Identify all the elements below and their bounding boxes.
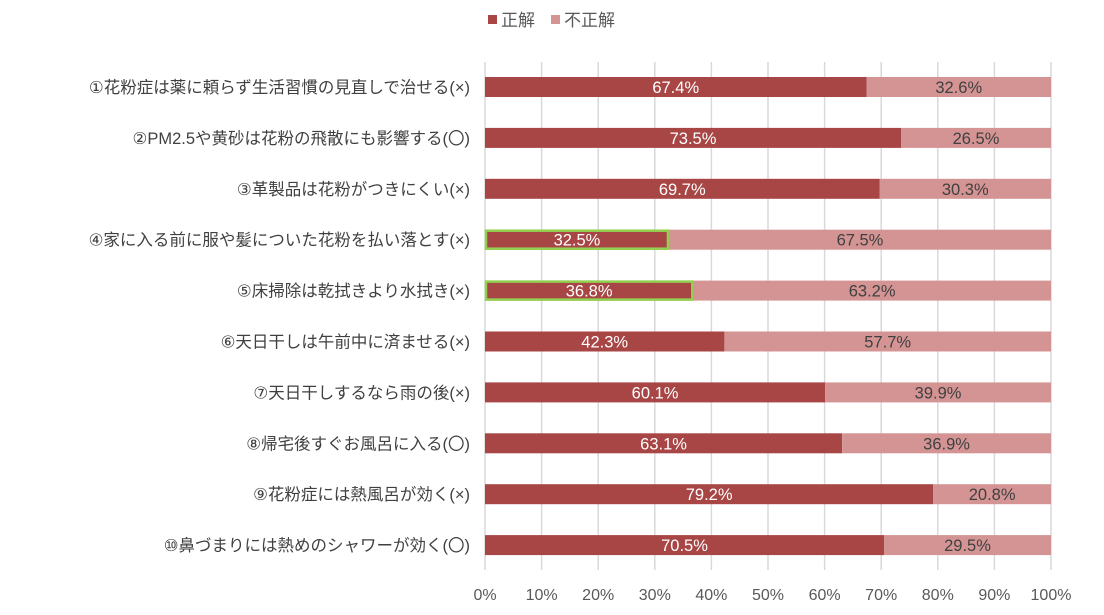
data-label: 67.5% <box>837 232 884 250</box>
bar-correct <box>485 178 880 199</box>
data-label: 57.7% <box>864 334 911 352</box>
bar-correct <box>485 127 902 148</box>
bar-correct <box>485 484 934 505</box>
legend-label: 正解 <box>501 11 535 30</box>
category-label: ⑤床掃除は乾拭きより水拭き(×) <box>237 282 470 301</box>
data-label: 67.4% <box>652 79 699 97</box>
x-tick-label: 30% <box>639 587 671 604</box>
bar-incorrect <box>901 127 1051 148</box>
data-label: 63.1% <box>640 435 687 453</box>
category-label: ⑦天日干しするなら雨の後(×) <box>253 383 470 402</box>
data-label: 63.2% <box>849 283 896 301</box>
x-tick-label: 70% <box>865 587 897 604</box>
data-label: 26.5% <box>953 130 1000 148</box>
data-label: 69.7% <box>659 181 706 199</box>
data-label: 42.3% <box>581 334 628 352</box>
data-label: 39.9% <box>915 384 962 402</box>
x-tick-label: 20% <box>582 587 614 604</box>
bar-incorrect <box>825 382 1051 403</box>
x-tick-label: 90% <box>978 587 1010 604</box>
category-label: ⑧帰宅後すぐお風呂に入る(〇) <box>246 434 470 453</box>
data-label: 32.6% <box>935 79 982 97</box>
data-label: 36.8% <box>566 283 613 301</box>
legend: 正解 不正解 <box>488 11 615 30</box>
legend-swatch <box>488 15 497 24</box>
bar-incorrect <box>693 280 1051 301</box>
category-label: ⑥天日干しは午前中に済ませる(×) <box>221 333 470 352</box>
x-tick-label: 10% <box>526 587 558 604</box>
category-label: ③革製品は花粉がつきにくい(×) <box>237 180 470 199</box>
bar-correct <box>485 331 725 352</box>
highlight-border <box>484 229 670 250</box>
data-label: 70.5% <box>661 537 708 555</box>
x-tick-label: 80% <box>922 587 954 604</box>
category-label: ②PM2.5や黄砂は花粉の飛散にも影響する(〇) <box>133 129 470 148</box>
category-label: ⑩鼻づまりには熱めのシャワーが効く(〇) <box>164 536 470 555</box>
data-label: 60.1% <box>632 384 679 402</box>
data-label: 36.9% <box>923 435 970 453</box>
category-label: ④家に入る前に服や髪についた花粉を払い落とす(×) <box>89 231 470 250</box>
data-label: 29.5% <box>944 537 991 555</box>
x-tick-label: 50% <box>752 587 784 604</box>
bar-correct <box>485 280 694 301</box>
legend-swatch <box>551 15 560 24</box>
x-tick-label: 100% <box>1031 587 1072 604</box>
bar-incorrect <box>842 433 1051 454</box>
category-label: ①花粉症は薬に頼らず生活習慣の見直しで治せる(×) <box>89 78 470 97</box>
bar-correct <box>485 229 669 250</box>
bar-incorrect <box>879 178 1051 199</box>
bar-correct <box>485 433 843 454</box>
data-label: 30.3% <box>942 181 989 199</box>
data-label: 73.5% <box>670 130 717 148</box>
bar-incorrect <box>866 77 1051 97</box>
x-tick-label: 40% <box>695 587 727 604</box>
x-tick-label: 60% <box>809 587 841 604</box>
data-label: 79.2% <box>686 486 733 504</box>
bar-correct <box>485 77 867 97</box>
bar-incorrect <box>884 535 1051 556</box>
bar-correct <box>485 382 826 403</box>
data-label: 20.8% <box>969 486 1016 504</box>
x-tick-label: 0% <box>473 587 496 604</box>
data-label: 32.5% <box>554 232 601 250</box>
bars: 67.4% 32.6% 73.5% 26.5% 69.7% 30.3% 32.5% 67.5%… <box>484 77 1051 556</box>
category-labels: ①花粉症は薬に頼らず生活習慣の見直しで治せる(×) ②PM2.5や黄砂は花粉の飛散… <box>89 78 470 555</box>
bar-incorrect <box>724 331 1051 352</box>
category-label: ⑨花粉症には熱風呂が効く(×) <box>253 485 470 504</box>
highlight-border <box>484 280 694 301</box>
bar-correct <box>485 535 885 556</box>
bar-incorrect <box>668 229 1051 250</box>
x-tick-labels: 0% 10% 20% 30% 40% 50% 60% 70% 80% 90% 100% <box>473 587 1071 604</box>
legend-label: 不正解 <box>564 11 615 30</box>
bar-incorrect <box>933 484 1051 505</box>
